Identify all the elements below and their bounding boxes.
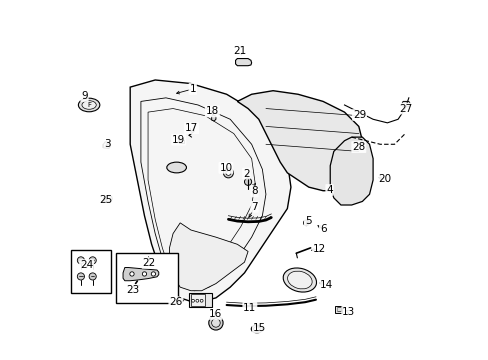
Text: 3: 3 (103, 139, 110, 149)
Ellipse shape (166, 162, 186, 173)
Ellipse shape (82, 101, 96, 109)
Text: 6: 6 (319, 224, 325, 234)
Text: 29: 29 (352, 110, 366, 120)
Ellipse shape (283, 268, 316, 292)
Text: 1: 1 (189, 84, 196, 94)
Circle shape (191, 299, 194, 302)
Circle shape (77, 273, 84, 280)
Circle shape (196, 299, 198, 302)
Polygon shape (103, 142, 110, 149)
Circle shape (89, 257, 96, 264)
Polygon shape (237, 91, 362, 191)
Text: 11: 11 (243, 303, 256, 313)
Circle shape (208, 316, 223, 330)
Circle shape (151, 272, 155, 276)
Text: 18: 18 (205, 107, 219, 116)
Text: □: □ (335, 307, 341, 312)
Text: F: F (87, 102, 91, 108)
Polygon shape (179, 140, 183, 143)
Text: 21: 21 (233, 46, 246, 56)
Text: 9: 9 (81, 91, 88, 101)
Text: 17: 17 (184, 123, 198, 133)
Bar (189, 293, 212, 307)
Ellipse shape (251, 325, 262, 333)
Ellipse shape (287, 271, 311, 289)
Bar (190, 294, 205, 306)
Text: 8: 8 (251, 186, 257, 197)
Text: 5: 5 (304, 216, 311, 226)
Circle shape (89, 273, 96, 280)
Text: 19: 19 (172, 135, 185, 145)
Polygon shape (123, 267, 159, 281)
Circle shape (225, 170, 230, 175)
Circle shape (142, 272, 146, 276)
Text: 22: 22 (142, 258, 156, 268)
Circle shape (200, 299, 203, 302)
Polygon shape (103, 195, 112, 202)
Text: 23: 23 (126, 285, 140, 295)
Polygon shape (401, 102, 410, 107)
Text: 14: 14 (319, 280, 333, 291)
Circle shape (130, 272, 134, 276)
Bar (116, 253, 178, 303)
Circle shape (211, 319, 220, 327)
Ellipse shape (78, 98, 100, 112)
Text: 2: 2 (243, 168, 249, 179)
Text: 26: 26 (169, 297, 182, 307)
Text: 4: 4 (325, 185, 332, 195)
Polygon shape (235, 59, 251, 66)
Polygon shape (329, 137, 372, 205)
Polygon shape (169, 223, 247, 291)
Polygon shape (130, 80, 290, 301)
Text: 12: 12 (312, 244, 325, 253)
Text: 24: 24 (80, 260, 93, 270)
Circle shape (303, 220, 308, 226)
Text: 10: 10 (219, 163, 232, 173)
Text: 28: 28 (351, 142, 365, 152)
Text: 25: 25 (99, 195, 112, 204)
Text: 27: 27 (399, 104, 412, 113)
Bar (335, 306, 342, 313)
Text: 7: 7 (251, 202, 257, 212)
Circle shape (77, 257, 84, 264)
Bar (71, 249, 110, 293)
Text: 16: 16 (208, 309, 222, 319)
Text: 13: 13 (342, 307, 355, 317)
Polygon shape (211, 115, 216, 121)
Circle shape (223, 168, 233, 178)
Text: 15: 15 (252, 323, 265, 333)
Text: 20: 20 (377, 174, 390, 184)
Circle shape (244, 178, 251, 185)
Ellipse shape (253, 327, 260, 331)
